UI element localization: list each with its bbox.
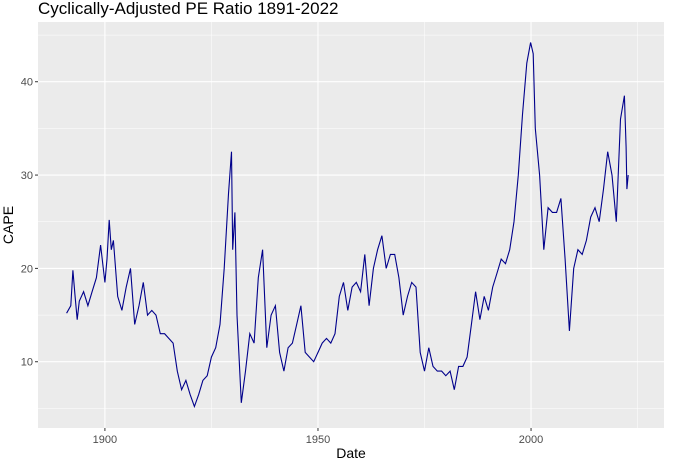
cape-series-line — [66, 42, 629, 409]
y-tick-label: 10 — [21, 357, 33, 369]
y-tick-label: 40 — [21, 77, 33, 89]
x-axis-label: Date — [336, 445, 366, 461]
y-tick-label: 30 — [21, 170, 33, 182]
y-tick-label: 20 — [21, 263, 33, 275]
plot-panel — [38, 22, 664, 428]
x-tick-label: 2000 — [519, 434, 543, 446]
x-tick-label: 1900 — [93, 434, 117, 446]
y-axis-label: CAPE — [0, 206, 16, 244]
chart-title: Cyclically-Adjusted PE Ratio 1891-2022 — [38, 0, 339, 18]
x-tick-label: 1950 — [306, 434, 330, 446]
